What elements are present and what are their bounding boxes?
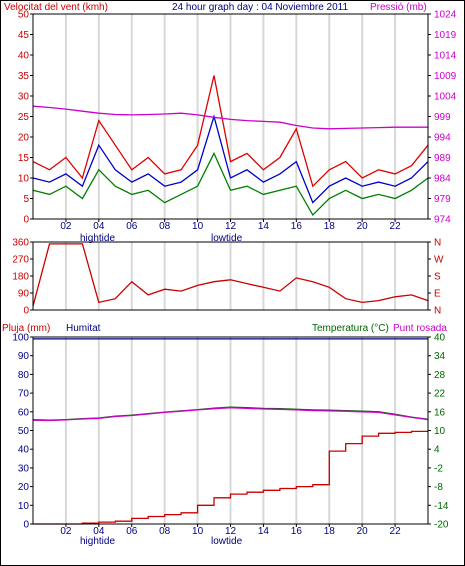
wind-speed-y2tick-label: 974 bbox=[434, 215, 451, 226]
climate-xtick-label: 14 bbox=[258, 526, 270, 537]
climate-xtick-label: 18 bbox=[324, 526, 336, 537]
wind-speed-ytick-label: 50 bbox=[18, 10, 30, 21]
wind-speed-ytick-label: 35 bbox=[18, 71, 30, 82]
wind-speed-y2tick-label: 1019 bbox=[434, 30, 457, 41]
wind-speed-xtick-label: 16 bbox=[291, 221, 303, 232]
climate-y2tick-label: 34 bbox=[434, 351, 446, 362]
wind-speed-ytick-label: 15 bbox=[18, 153, 30, 164]
wind-speed-y2tick-label: 1024 bbox=[434, 10, 457, 21]
wind-dir-y2tick-label: E bbox=[434, 289, 441, 300]
climate-xtick-label: 10 bbox=[192, 526, 204, 537]
climate-ytick-label: 50 bbox=[18, 426, 30, 437]
wind-speed-y2tick-label: 989 bbox=[434, 153, 451, 164]
climate-y2tick-label: -2 bbox=[434, 463, 443, 474]
climate-xtick-label: 04 bbox=[93, 526, 105, 537]
climate-series-line bbox=[33, 430, 428, 525]
climate-xtick-label: 06 bbox=[126, 526, 138, 537]
wind-dir-ytick-label: 180 bbox=[12, 272, 29, 283]
climate-y2tick-label: 40 bbox=[434, 333, 446, 344]
wind-dir-series-line bbox=[32, 243, 429, 307]
wind-dir-y2tick-label: N bbox=[434, 306, 441, 317]
climate-ytick-label: 70 bbox=[18, 389, 30, 400]
wind-speed-series-line bbox=[32, 105, 428, 130]
wind-speed-y2tick-label: 1004 bbox=[434, 92, 457, 103]
climate-xtick-label: 22 bbox=[390, 526, 402, 537]
chart-title: 24 hour graph day : 04 Noviembre 2011 bbox=[172, 2, 348, 13]
climate-y2tick-label: 28 bbox=[434, 370, 446, 381]
wind-dir-y2tick-label: W bbox=[434, 255, 444, 266]
wind-speed-y2tick-label: 999 bbox=[434, 112, 451, 123]
climate-ytick-label: 20 bbox=[18, 482, 30, 493]
climate-xtick-label: 02 bbox=[60, 526, 72, 537]
wind-speed-xtick-label: 22 bbox=[390, 221, 402, 232]
climate-ytick-label: 0 bbox=[23, 520, 29, 531]
rain-axis-title: Pluja (mm) bbox=[2, 323, 50, 334]
wind-dir-ytick-label: 360 bbox=[12, 238, 29, 249]
dewpoint-axis-title: Punt rosada bbox=[393, 323, 447, 334]
wind-speed-series-line bbox=[32, 75, 429, 188]
wind-dir-plot-frame bbox=[32, 241, 429, 311]
climate-series-line bbox=[32, 407, 429, 422]
wind-speed-xtick-label: 04 bbox=[93, 221, 105, 232]
climate-y2tick-label: -20 bbox=[434, 520, 449, 531]
wind-speed-ytick-label: 30 bbox=[18, 92, 30, 103]
climate-ytick-label: 100 bbox=[12, 333, 29, 344]
wind-speed-plot-frame bbox=[32, 13, 429, 220]
wind-speed-ytick-label: 25 bbox=[18, 112, 30, 123]
wind-speed-y2tick-label: 994 bbox=[434, 133, 451, 144]
wind-speed-xtick-label: 20 bbox=[357, 221, 369, 232]
climate-y2tick-label: 22 bbox=[434, 389, 446, 400]
lowtide-label-bottom: lowtide bbox=[211, 536, 243, 547]
wind-speed-ytick-label: 0 bbox=[23, 215, 29, 226]
climate-ytick-label: 40 bbox=[18, 445, 30, 456]
climate-y2tick-label: -8 bbox=[434, 482, 443, 493]
wind-dir-y2tick-label: N bbox=[434, 238, 441, 249]
wind-speed-axis-title: Velocitat del vent (kmh) bbox=[4, 2, 108, 13]
wind-speed-xtick-label: 14 bbox=[258, 221, 270, 232]
climate-y2tick-label: 4 bbox=[434, 445, 440, 456]
wind-speed-ytick-label: 45 bbox=[18, 30, 30, 41]
hightide-label-bottom: hightide bbox=[80, 536, 115, 547]
wind-speed-ytick-label: 5 bbox=[23, 194, 29, 205]
hightide-label-top: hightide bbox=[80, 233, 115, 244]
wind-speed-xtick-label: 08 bbox=[159, 221, 171, 232]
wind-speed-xtick-label: 06 bbox=[126, 221, 138, 232]
climate-xtick-label: 08 bbox=[159, 526, 171, 537]
wind-speed-xtick-label: 10 bbox=[192, 221, 204, 232]
wind-dir-ytick-label: 0 bbox=[23, 306, 29, 317]
wind-speed-xtick-label: 02 bbox=[60, 221, 72, 232]
climate-ytick-label: 60 bbox=[18, 407, 30, 418]
climate-y2tick-label: 10 bbox=[434, 426, 446, 437]
wind-speed-xtick-label: 12 bbox=[225, 221, 237, 232]
climate-ytick-label: 80 bbox=[18, 370, 30, 381]
wind-speed-ytick-label: 10 bbox=[18, 174, 30, 185]
climate-ytick-label: 90 bbox=[18, 351, 30, 362]
climate-xtick-label: 20 bbox=[357, 526, 369, 537]
wind-speed-y2tick-label: 1009 bbox=[434, 71, 457, 82]
climate-y2tick-label: -14 bbox=[434, 501, 449, 512]
wind-speed-series-line bbox=[32, 151, 429, 216]
lowtide-label-top: lowtide bbox=[211, 233, 243, 244]
climate-ytick-label: 10 bbox=[18, 501, 30, 512]
wind-speed-ytick-label: 40 bbox=[18, 51, 30, 62]
climate-xtick-label: 12 bbox=[225, 526, 237, 537]
wind-dir-y2tick-label: S bbox=[434, 272, 441, 283]
humidity-axis-title: Humitat bbox=[66, 323, 101, 334]
wind-speed-y2tick-label: 979 bbox=[434, 194, 451, 205]
temperature-axis-title: Temperatura (°C) bbox=[312, 323, 389, 334]
wind-speed-xtick-label: 18 bbox=[324, 221, 336, 232]
climate-ytick-label: 30 bbox=[18, 463, 30, 474]
climate-xtick-label: 16 bbox=[291, 526, 303, 537]
wind-speed-series-line bbox=[32, 114, 429, 204]
climate-y2tick-label: 16 bbox=[434, 407, 446, 418]
wind-speed-y2tick-label: 984 bbox=[434, 174, 451, 185]
wind-speed-y2tick-label: 1014 bbox=[434, 51, 457, 62]
wind-dir-ytick-label: 270 bbox=[12, 255, 29, 266]
pressure-axis-title: Pressió (mb) bbox=[370, 2, 427, 13]
wind-speed-ytick-label: 20 bbox=[18, 133, 30, 144]
climate-plot-frame bbox=[32, 336, 429, 525]
wind-dir-ytick-label: 90 bbox=[18, 289, 30, 300]
